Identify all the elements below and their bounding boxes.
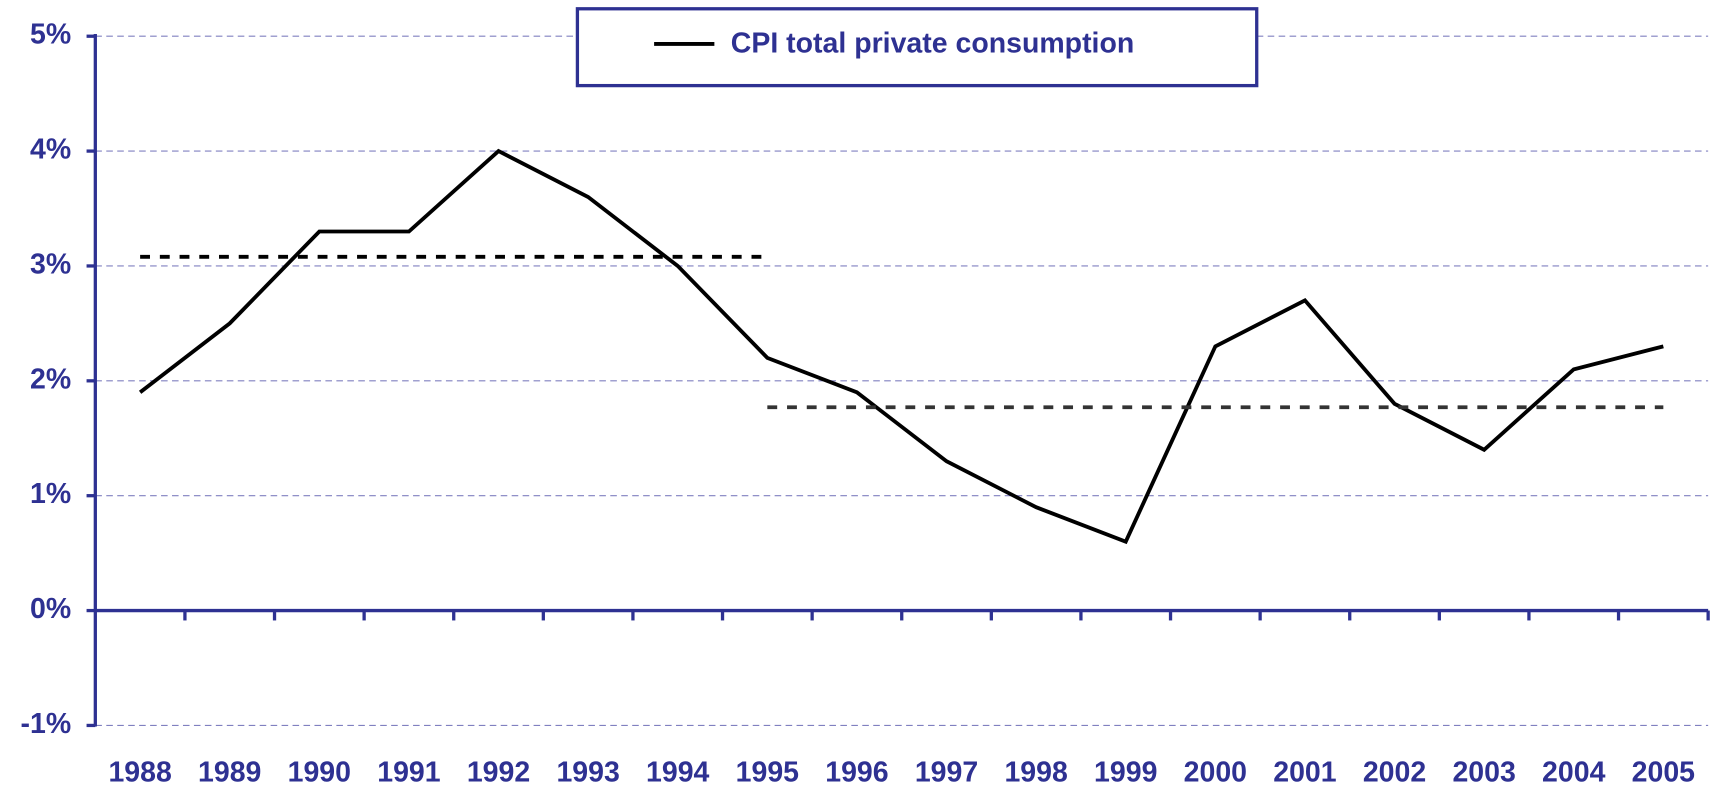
x-tick-label: 2003 xyxy=(1452,756,1515,788)
line xyxy=(138,148,1664,545)
x-tick-label: 2000 xyxy=(1184,756,1247,788)
legend-label: CPI total private consumption xyxy=(731,28,1134,60)
y-tick-label: 2% xyxy=(30,363,71,395)
x-tick-label: 1998 xyxy=(1004,756,1067,788)
legend-box xyxy=(575,7,1259,88)
y-tick-label: 3% xyxy=(30,248,71,280)
x-tick-label: 2004 xyxy=(1542,756,1605,788)
x-tick-label: 1995 xyxy=(736,756,799,788)
x-tick-label: 1999 xyxy=(1094,756,1157,788)
x-tick-label: 1989 xyxy=(198,756,261,788)
x-tick-label: 1996 xyxy=(825,756,888,788)
y-tick-label: 5% xyxy=(30,19,71,51)
legend: CPI total private consumption xyxy=(575,7,1259,88)
x-tick-label: 1997 xyxy=(915,756,978,788)
y-tick-label: -1% xyxy=(21,708,72,740)
x-tick-label: 2001 xyxy=(1273,756,1336,788)
y-tick-label: 4% xyxy=(30,134,71,166)
x-tick-label: 1991 xyxy=(377,756,440,788)
x-tick-label: 1994 xyxy=(646,756,709,788)
y-tick-label: 0% xyxy=(30,593,71,625)
x-tick-label: 1988 xyxy=(108,756,171,788)
x-tick-label: 2005 xyxy=(1632,756,1695,788)
y-tick-label: 1% xyxy=(30,478,71,510)
x-tick-label: 1993 xyxy=(556,756,619,788)
x-tick-label: 1990 xyxy=(288,756,351,788)
x-tick-label: 2002 xyxy=(1363,756,1426,788)
x-tick-label: 1992 xyxy=(467,756,530,788)
